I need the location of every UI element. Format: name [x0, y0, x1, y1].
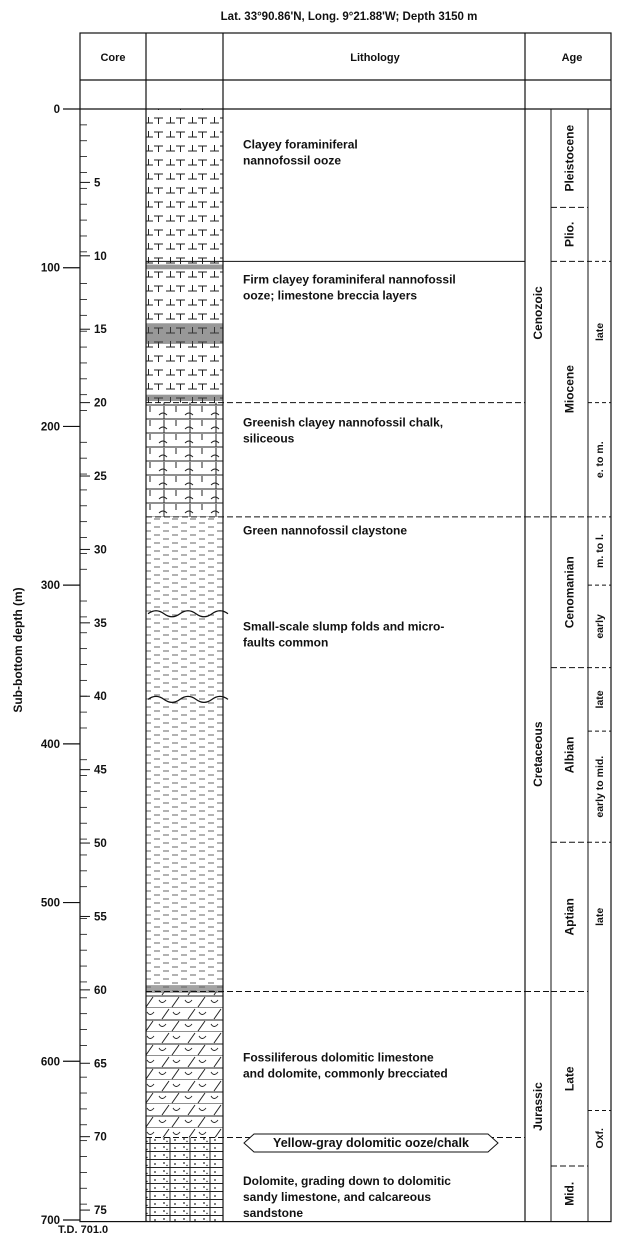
era-label-cretaceous: Cretaceous: [531, 721, 545, 787]
depth-tick-label-500: 500: [41, 898, 60, 910]
period-label-4: Cenomanian: [563, 556, 577, 628]
core-label-40: 40: [94, 691, 107, 703]
slump-fold-2: [147, 695, 229, 704]
lithology-text-1-1: Clayey foraminiferal: [243, 138, 358, 152]
header-row: Core Lithology Age: [100, 52, 582, 64]
breccia-layer-3: [146, 394, 223, 402]
subdivision-label-2: e. to m.: [594, 441, 606, 478]
lithology-text-3-2: siliceous: [243, 431, 295, 445]
lithology-pattern-6: [146, 1137, 223, 1222]
y-axis-label: Sub-bottom depth (m): [11, 587, 25, 712]
lithology-text-4-1: Green nannofossil claystone: [243, 523, 407, 537]
core-label-30: 30: [94, 544, 107, 556]
lithology-descriptions: Clayey foraminiferal nannofossil ooze Firm…: [243, 138, 456, 1220]
lithology-header: Lithology: [350, 52, 400, 64]
breccia-layer-2: [146, 323, 223, 344]
core-label-70: 70: [94, 1132, 107, 1144]
core-label-10: 10: [94, 251, 107, 263]
depth-tick-label-300: 300: [41, 580, 60, 592]
period-label-6: Aptian: [563, 898, 577, 935]
lithology-text-2-2: ooze; limestone breccia layers: [243, 289, 417, 303]
subdivision-label-1: late: [594, 323, 606, 341]
core-label-65: 65: [94, 1058, 107, 1070]
period-label-2: Plio.: [563, 222, 577, 247]
period-label-5: Albian: [563, 737, 577, 774]
column-frame: [79, 32, 612, 1223]
lithology-pattern-3: [146, 402, 223, 517]
core-label-15: 15: [94, 324, 107, 336]
depth-tick-label-400: 400: [41, 739, 60, 751]
subdivision-label-8: Oxf.: [594, 1128, 606, 1149]
outer-border: [79, 32, 612, 1223]
subdivision-label-4: early: [594, 614, 606, 639]
core-label-5: 5: [94, 177, 101, 189]
total-depth-label: T.D. 701.0: [58, 1224, 108, 1236]
core-label-75: 75: [94, 1205, 107, 1217]
subdivision-label-7: late: [594, 908, 606, 926]
lithology-fills: [146, 109, 229, 1222]
lithology-text-6-1: Dolomite, grading down to dolomitic: [243, 1174, 451, 1188]
lithology-text-1-2: nannofossil ooze: [243, 154, 341, 168]
period-label-3: Miocene: [563, 365, 577, 413]
era-label-cenozoic: Cenozoic: [531, 286, 545, 340]
callout-box: Yellow-gray dolomitic ooze/chalk: [243, 1133, 499, 1153]
period-label-1: Pleistocene: [563, 125, 577, 192]
core-label-55: 55: [94, 911, 107, 923]
core-label-45: 45: [94, 765, 107, 777]
core-numbers: 5 10 15 20 25 30 35 40 45 50 55 60 65 70 75: [80, 177, 107, 1217]
age-header: Age: [562, 52, 583, 64]
core-label-20: 20: [94, 398, 107, 410]
slump-fold-1: [147, 610, 229, 618]
lithology-pattern-4: [146, 516, 223, 992]
era-label-jurassic: Jurassic: [531, 1082, 545, 1131]
core-label-50: 50: [94, 838, 107, 850]
depth-axis: 0 100 200 300 400 500 600 700: [41, 104, 87, 1227]
core-label-25: 25: [94, 471, 107, 483]
lithology-text-3-1: Greenish clayey nannofossil chalk,: [243, 415, 443, 429]
callout-label: Yellow-gray dolomitic ooze/chalk: [273, 1136, 469, 1150]
lithology-text-6-2: sandy limestone, and calcareous: [243, 1190, 431, 1204]
depth-tick-label-100: 100: [41, 263, 60, 275]
depth-tick-label-0: 0: [54, 104, 60, 116]
lithology-text-6-3: sandstone: [243, 1206, 303, 1220]
subdivision-label-3: m. to l.: [594, 534, 606, 568]
lithology-pattern-5: [146, 991, 223, 1138]
depth-tick-label-700: 700: [41, 1215, 60, 1227]
depth-tick-label-200: 200: [41, 421, 60, 433]
figure-title: Lat. 33°90.86'N, Long. 9°21.88'W; Depth …: [221, 11, 478, 23]
depth-tick-label-600: 600: [41, 1056, 60, 1068]
lithology-text-2-1: Firm clayey foraminiferal nannofossil: [243, 273, 456, 287]
subdivision-label-6: early to mid.: [594, 756, 606, 818]
lithology-text-5-1: Fossiliferous dolomitic limestone: [243, 1050, 434, 1064]
lithology-text-5-2: and dolomite, commonly brecciated: [243, 1066, 448, 1080]
core-label-35: 35: [94, 618, 107, 630]
age-columns: Cenozoic Cretaceous Jurassic Pleistocene Pli…: [525, 125, 611, 1206]
subdivision-label-5: late: [594, 690, 606, 708]
lithology-text-4-7: Small-scale slump folds and micro-: [243, 619, 444, 633]
lithology-text-4-8: faults common: [243, 635, 328, 649]
core-label-60: 60: [94, 985, 107, 997]
core-header: Core: [100, 52, 125, 64]
dolomitic-ooze-band: [146, 985, 223, 994]
period-label-8: Mid.: [563, 1182, 577, 1206]
period-label-7: Late: [563, 1066, 577, 1091]
lithology-pattern-1: [146, 109, 223, 262]
breccia-layer-1: [146, 264, 223, 270]
